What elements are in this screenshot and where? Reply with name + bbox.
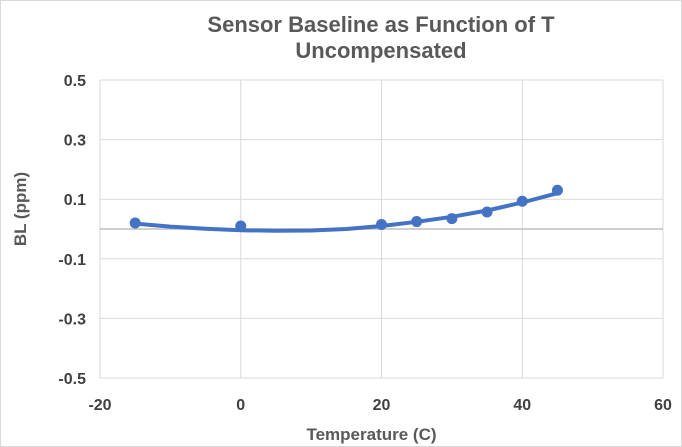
data-point [129,217,141,229]
grid-lines [99,79,664,379]
x-tick-labels: -20 0 20 40 60 [88,397,672,414]
chart-subtitle: Uncompensated [295,38,467,63]
x-tick-label: 40 [513,397,531,414]
y-tick-label: -0.3 [58,311,86,328]
x-tick-label: 20 [373,397,391,414]
data-point [235,220,247,232]
y-axis-title: BL (ppm) [11,172,30,246]
x-tick-label: 60 [654,397,672,414]
y-tick-label: 0.1 [64,192,86,209]
data-point [516,195,528,207]
data-point [411,216,423,228]
x-tick-label: 0 [236,397,245,414]
y-tick-label: -0.1 [58,252,86,269]
data-point [376,219,387,231]
x-axis-title: Temperature (C) [306,425,436,444]
data-point [481,206,493,218]
data-point [446,213,458,225]
x-tick-label: -20 [88,397,111,414]
y-tick-labels: 0.5 0.3 0.1 -0.1 -0.3 -0.5 [58,73,86,388]
y-tick-label: -0.5 [58,371,86,388]
data-points [129,184,563,232]
chart-title: Sensor Baseline as Function of T [207,12,555,37]
y-tick-label: 0.5 [64,73,86,90]
y-tick-label: 0.3 [64,133,86,150]
data-point [551,184,563,196]
